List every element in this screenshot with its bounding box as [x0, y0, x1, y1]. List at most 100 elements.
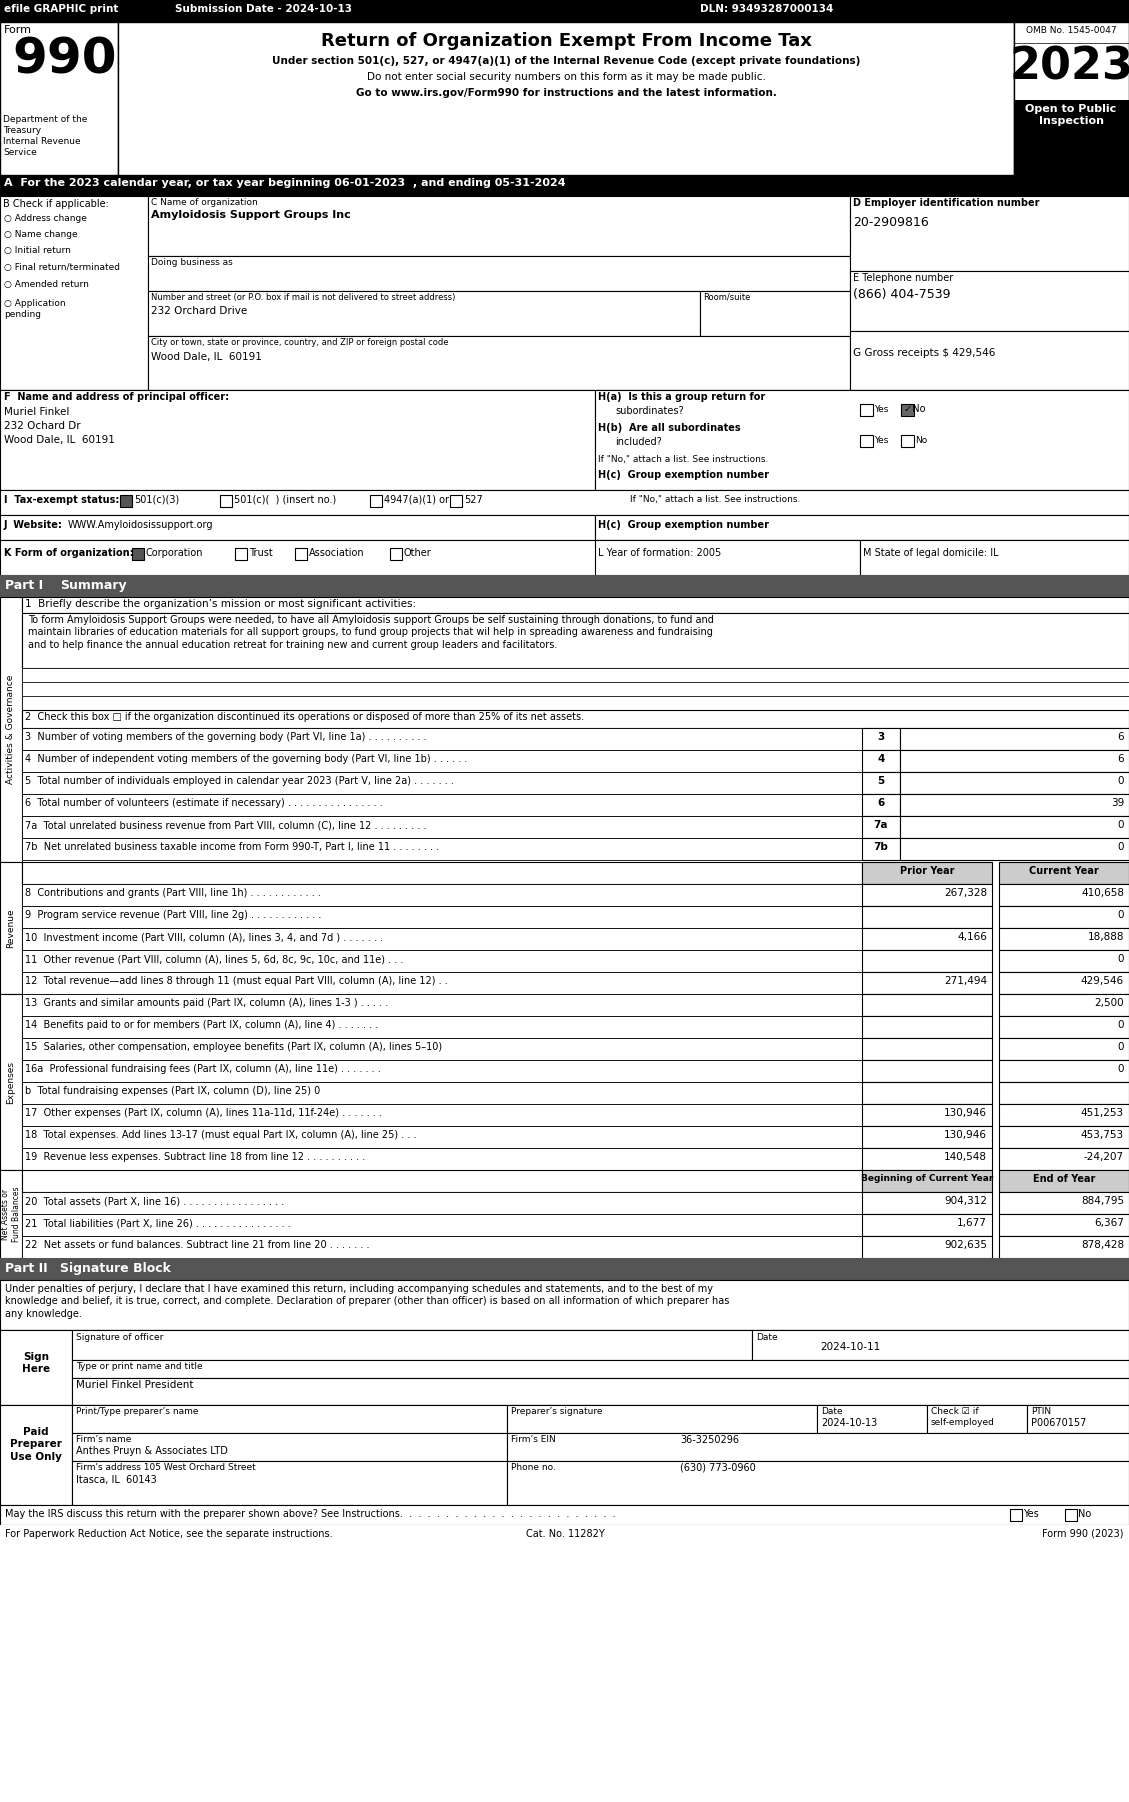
- Bar: [1014, 99, 1129, 175]
- Text: K Form of organization:: K Form of organization:: [5, 548, 133, 559]
- Bar: [21, 669, 1129, 681]
- Text: Other: Other: [404, 548, 431, 559]
- Bar: [863, 1016, 992, 1038]
- Text: Date: Date: [821, 1407, 842, 1416]
- Bar: [863, 995, 992, 1016]
- Text: Wood Dale, IL  60191: Wood Dale, IL 60191: [151, 351, 262, 362]
- Text: 7b: 7b: [874, 842, 889, 852]
- Bar: [999, 1038, 1129, 1060]
- Bar: [863, 795, 900, 816]
- Text: ○ Application
pending: ○ Application pending: [5, 299, 65, 319]
- Bar: [21, 771, 863, 795]
- Bar: [21, 885, 863, 906]
- Text: 13  Grants and similar amounts paid (Part IX, column (A), lines 1-3 ) . . . . .: 13 Grants and similar amounts paid (Part…: [25, 998, 388, 1007]
- Text: C Name of organization: C Name of organization: [151, 198, 257, 207]
- Text: efile GRAPHIC print: efile GRAPHIC print: [5, 4, 119, 14]
- Text: Part II: Part II: [5, 1261, 47, 1276]
- Text: (630) 773-0960: (630) 773-0960: [680, 1463, 755, 1472]
- Bar: [21, 950, 863, 971]
- Text: Itasca, IL  60143: Itasca, IL 60143: [76, 1476, 157, 1485]
- Bar: [21, 681, 1129, 696]
- Text: If "No," attach a list. See instructions.: If "No," attach a list. See instructions…: [598, 454, 769, 463]
- Bar: [21, 1191, 863, 1215]
- Text: 2023: 2023: [1009, 47, 1129, 88]
- Bar: [863, 728, 900, 750]
- Bar: [0, 0, 1129, 22]
- Text: 410,658: 410,658: [1080, 888, 1124, 897]
- Text: subordinates?: subordinates?: [615, 405, 684, 416]
- Bar: [999, 1169, 1129, 1191]
- Text: Net Assets or
Fund Balances: Net Assets or Fund Balances: [1, 1186, 21, 1242]
- Bar: [0, 22, 119, 175]
- Text: H(c)  Group exemption number: H(c) Group exemption number: [598, 470, 769, 479]
- Bar: [863, 1105, 992, 1126]
- Bar: [72, 1330, 752, 1361]
- Bar: [21, 1169, 863, 1191]
- Bar: [863, 1236, 992, 1258]
- Text: 6,367: 6,367: [1094, 1218, 1124, 1227]
- Bar: [863, 816, 900, 838]
- Bar: [1065, 1508, 1077, 1521]
- Text: 17  Other expenses (Part IX, column (A), lines 11a-11d, 11f-24e) . . . . . . .: 17 Other expenses (Part IX, column (A), …: [25, 1108, 382, 1117]
- Text: 9  Program service revenue (Part VIII, line 2g) . . . . . . . . . . . .: 9 Program service revenue (Part VIII, li…: [25, 910, 322, 921]
- Text: 501(c)(3): 501(c)(3): [134, 496, 180, 505]
- Text: D Employer identification number: D Employer identification number: [854, 198, 1040, 207]
- Text: For Paperwork Reduction Act Notice, see the separate instructions.: For Paperwork Reduction Act Notice, see …: [5, 1530, 333, 1539]
- Text: 232 Ochard Dr: 232 Ochard Dr: [5, 422, 80, 431]
- Text: Print/Type preparer’s name: Print/Type preparer’s name: [76, 1407, 199, 1416]
- Text: 0: 0: [1118, 1063, 1124, 1074]
- Text: 2  Check this box □ if the organization discontinued its operations or disposed : 2 Check this box □ if the organization d…: [25, 712, 584, 723]
- Text: 20-2909816: 20-2909816: [854, 216, 929, 229]
- Text: Firm's address 105 West Orchard Street: Firm's address 105 West Orchard Street: [76, 1463, 256, 1472]
- Text: 884,795: 884,795: [1080, 1197, 1124, 1206]
- Bar: [235, 548, 247, 560]
- Bar: [21, 816, 863, 838]
- Text: Submission Date - 2024-10-13: Submission Date - 2024-10-13: [175, 4, 352, 14]
- Bar: [863, 750, 900, 771]
- Bar: [21, 928, 863, 950]
- Text: 2024-10-11: 2024-10-11: [820, 1342, 881, 1352]
- Text: A  For the 2023 calendar year, or tax year beginning 06-01-2023  , and ending 05: A For the 2023 calendar year, or tax yea…: [5, 178, 566, 187]
- Bar: [72, 1461, 507, 1505]
- Text: Muriel Finkel President: Muriel Finkel President: [76, 1380, 193, 1389]
- Bar: [860, 404, 873, 416]
- Text: 0: 0: [1118, 953, 1124, 964]
- Text: 22  Net assets or fund balances. Subtract line 21 from line 20 . . . . . . .: 22 Net assets or fund balances. Subtract…: [25, 1240, 369, 1251]
- Bar: [148, 196, 850, 256]
- Text: Number and street (or P.O. box if mail is not delivered to street address): Number and street (or P.O. box if mail i…: [151, 294, 455, 303]
- Text: ✓No: ✓No: [901, 404, 926, 414]
- Bar: [0, 1406, 1129, 1505]
- Bar: [21, 1236, 863, 1258]
- Bar: [817, 1406, 927, 1433]
- Bar: [999, 1060, 1129, 1081]
- Bar: [0, 389, 1129, 490]
- Text: Doing business as: Doing business as: [151, 258, 233, 267]
- Text: Under section 501(c), 527, or 4947(a)(1) of the Internal Revenue Code (except pr: Under section 501(c), 527, or 4947(a)(1)…: [272, 56, 860, 67]
- Text: Signature Block: Signature Block: [60, 1261, 170, 1276]
- Bar: [863, 1081, 992, 1105]
- Text: Sign
Here: Sign Here: [21, 1352, 50, 1375]
- Bar: [0, 1258, 1129, 1279]
- Text: To form Amyloidosis Support Groups were needed, to have all Amyloidosis support : To form Amyloidosis Support Groups were …: [28, 614, 714, 651]
- Text: ○ Final return/terminated: ○ Final return/terminated: [5, 263, 120, 272]
- Text: L Year of formation: 2005: L Year of formation: 2005: [598, 548, 721, 559]
- Bar: [999, 1081, 1129, 1105]
- Bar: [999, 1016, 1129, 1038]
- Text: 14  Benefits paid to or for members (Part IX, column (A), line 4) . . . . . . .: 14 Benefits paid to or for members (Part…: [25, 1020, 378, 1031]
- Text: Go to www.irs.gov/Form990 for instructions and the latest information.: Go to www.irs.gov/Form990 for instructio…: [356, 88, 777, 97]
- Text: Yes: Yes: [1023, 1508, 1039, 1519]
- Bar: [900, 771, 1129, 795]
- Bar: [21, 750, 863, 771]
- Text: 4  Number of independent voting members of the governing body (Part VI, line 1b): 4 Number of independent voting members o…: [25, 753, 467, 764]
- Text: 16a  Professional fundraising fees (Part IX, column (A), line 11e) . . . . . . .: 16a Professional fundraising fees (Part …: [25, 1063, 380, 1074]
- Bar: [21, 1105, 863, 1126]
- Text: If "No," attach a list. See instructions.: If "No," attach a list. See instructions…: [630, 496, 800, 505]
- Text: Summary: Summary: [60, 578, 126, 593]
- Text: Anthes Pruyn & Associates LTD: Anthes Pruyn & Associates LTD: [76, 1445, 228, 1456]
- Bar: [21, 1126, 863, 1148]
- Bar: [863, 1215, 992, 1236]
- Bar: [21, 1038, 863, 1060]
- Bar: [863, 1148, 992, 1169]
- Bar: [850, 332, 1129, 389]
- Bar: [595, 389, 1129, 490]
